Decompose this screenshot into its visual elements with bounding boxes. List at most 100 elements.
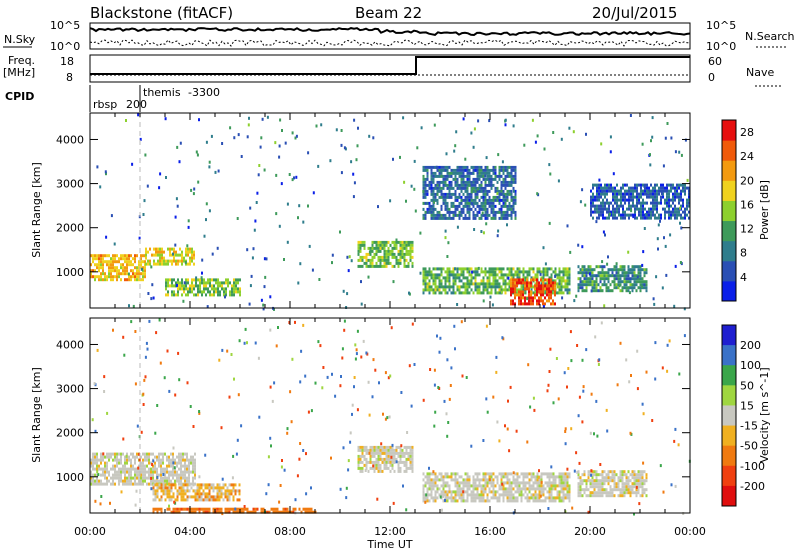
heatmap-cell <box>510 192 513 196</box>
heatmap-cell <box>556 493 559 497</box>
heatmap-cell <box>603 280 606 284</box>
heatmap-cell <box>438 189 441 193</box>
heatmap-cell <box>478 165 481 169</box>
heatmap-cell <box>568 282 571 286</box>
heatmap-cell <box>458 171 461 175</box>
heatmap-cell <box>600 195 602 199</box>
heatmap-cell <box>630 209 633 213</box>
heatmap-cell <box>214 170 217 174</box>
heatmap-cell <box>434 186 437 190</box>
heatmap-cell <box>566 496 569 500</box>
heatmap-cell <box>184 507 187 511</box>
heatmap-cell <box>596 434 599 438</box>
heatmap-cell <box>230 507 233 511</box>
heatmap-cell <box>528 296 530 300</box>
heatmap-cell <box>96 257 98 261</box>
heatmap-cell <box>646 216 648 220</box>
heatmap-cell <box>164 483 167 487</box>
heatmap-cell <box>476 195 479 199</box>
heatmap-cell <box>585 283 588 287</box>
heatmap-cell <box>350 160 353 164</box>
heatmap-cell <box>372 136 375 140</box>
heatmap-cell <box>210 495 213 499</box>
heatmap-cell <box>367 252 370 256</box>
heatmap-cell <box>158 473 160 477</box>
heatmap-cell <box>106 254 108 258</box>
heatmap-cell <box>183 290 185 294</box>
heatmap-cell <box>490 216 493 220</box>
heatmap-cell <box>137 466 140 470</box>
heatmap-cell <box>171 278 173 282</box>
heatmap-cell <box>442 195 445 199</box>
heatmap-cell <box>504 195 507 199</box>
heatmap-cell <box>203 287 205 291</box>
heatmap-cell <box>169 247 171 251</box>
heatmap-cell <box>577 491 580 495</box>
heatmap-cell <box>506 171 509 175</box>
heatmap-cell <box>204 510 207 514</box>
heatmap-cell <box>171 262 173 266</box>
heatmap-cell <box>177 290 179 294</box>
heatmap-cell <box>426 481 429 485</box>
heatmap-cell <box>294 507 297 511</box>
heatmap-cell <box>454 210 457 214</box>
heatmap-cell <box>440 204 443 208</box>
heatmap-cell <box>532 396 535 400</box>
heatmap-cell <box>422 270 425 274</box>
heatmap-cell <box>172 495 175 499</box>
heatmap-cell <box>200 498 203 502</box>
heatmap-cell <box>534 493 537 497</box>
heatmap-cell <box>632 201 634 205</box>
heatmap-cell <box>614 201 616 205</box>
heatmap-cell <box>564 493 567 497</box>
heatmap-cell <box>118 473 120 477</box>
heatmap-cell <box>684 192 686 196</box>
heatmap-cell <box>686 186 688 190</box>
freq-tick-bottom: 8 <box>66 71 73 84</box>
heatmap-cell <box>486 201 489 205</box>
heatmap-cell <box>430 490 433 494</box>
heatmap-cell <box>116 278 118 282</box>
heatmap-cell <box>621 280 624 284</box>
heatmap-cell <box>391 460 394 464</box>
heatmap-cell <box>639 265 642 269</box>
heatmap-cell <box>643 286 646 290</box>
heatmap-cell <box>526 499 529 503</box>
heatmap-cell <box>644 207 646 211</box>
heatmap-cell <box>621 482 624 486</box>
heatmap-cell <box>514 216 517 220</box>
heatmap-cell <box>450 493 453 497</box>
heatmap-cell <box>452 279 455 283</box>
heatmap-cell <box>321 386 324 390</box>
heatmap-cell <box>170 464 172 468</box>
heatmap-cell <box>164 492 167 496</box>
heatmap-cell <box>204 483 207 487</box>
heatmap-cell <box>228 395 231 399</box>
heatmap-cell <box>480 490 483 494</box>
heatmap-cell <box>181 256 183 260</box>
heatmap-cell <box>609 135 612 139</box>
heatmap-cell <box>444 207 447 211</box>
heatmap-cell <box>452 204 455 208</box>
heatmap-cell <box>568 270 571 274</box>
heatmap-cell <box>411 246 414 250</box>
heatmap-cell <box>510 198 513 202</box>
heatmap-cell <box>468 285 471 289</box>
heatmap-cell <box>308 510 311 514</box>
heatmap-cell <box>497 153 500 157</box>
nsky-tick-bottom: 10^0 <box>50 40 80 53</box>
heatmap-cell <box>488 171 491 175</box>
heatmap-cell <box>490 210 493 214</box>
heatmap-cell <box>552 484 555 488</box>
heatmap-cell <box>207 290 209 294</box>
heatmap-cell <box>627 485 630 489</box>
heatmap-cell <box>496 285 499 289</box>
heatmap-cell <box>440 180 443 184</box>
heatmap-cell <box>634 183 636 187</box>
heatmap-cell <box>444 165 447 169</box>
heatmap-cell <box>460 487 463 491</box>
heatmap-cell <box>226 510 229 514</box>
heatmap-cell <box>233 281 235 285</box>
heatmap-cell <box>214 498 217 502</box>
heatmap-cell <box>660 186 662 190</box>
